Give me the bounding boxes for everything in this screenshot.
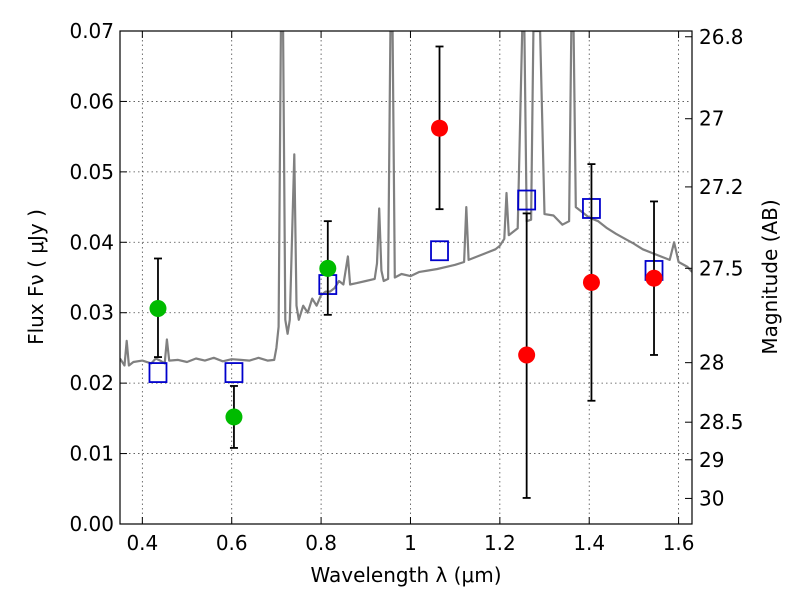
y2-tick-label: 27.5	[699, 256, 744, 280]
data-point-circle	[431, 119, 449, 137]
y2-tick-label: 28.5	[699, 410, 744, 434]
y-tick-label: 0.02	[69, 371, 114, 395]
y2-tick-label: 29	[699, 448, 724, 472]
y2-tick-label: 27.2	[699, 175, 744, 199]
x-axis-label: Wavelength λ (μm)	[310, 563, 501, 587]
model-square-marker	[517, 189, 537, 211]
y-tick-label: 0.03	[69, 301, 114, 325]
y-axis-label: Flux Fν ( μJy )	[24, 209, 48, 345]
spectrum-layer	[120, 31, 692, 367]
model-square-marker	[148, 362, 168, 383]
y2-tick-label: 27	[699, 107, 724, 131]
data-point-circle	[518, 346, 536, 364]
y2-tick-label: 30	[699, 486, 724, 510]
y-tick-label: 0.07	[69, 19, 114, 43]
x-tick-label: 0.6	[216, 531, 248, 555]
model-square-marker	[430, 240, 449, 262]
spectrum-line	[120, 31, 692, 367]
x-tick-label: 0.4	[126, 531, 158, 555]
y2-tick-label: 26.8	[699, 25, 744, 49]
y-tick-label: 0.00	[69, 512, 114, 536]
data-point-circle	[149, 299, 167, 317]
x-tick-label: 1	[404, 531, 417, 555]
marker-layer	[148, 45, 664, 499]
y-tick-label: 0.06	[69, 89, 114, 113]
data-point-circle	[319, 259, 337, 277]
data-point-circle	[582, 273, 600, 291]
y-tick-label: 0.05	[69, 160, 114, 184]
model-square-marker	[224, 362, 244, 383]
data-point-circle	[225, 408, 243, 426]
data-point-circle	[645, 269, 663, 287]
plot-frame	[119, 30, 693, 525]
y2-axis-label: Magnitude (AB)	[758, 199, 782, 354]
x-tick-label: 1.6	[663, 531, 695, 555]
tick-layer: 0.4 0.6 0.8 1 1.2 1.4 1.6 0.00 0.01 0.02 0.03 0.04 0…	[69, 19, 743, 555]
y2-tick-label: 28	[699, 351, 724, 375]
x-tick-label: 0.8	[305, 531, 337, 555]
y-tick-label: 0.01	[69, 442, 114, 466]
x-tick-label: 1.2	[484, 531, 516, 555]
x-tick-label: 1.4	[573, 531, 605, 555]
y-tick-label: 0.04	[69, 230, 114, 254]
